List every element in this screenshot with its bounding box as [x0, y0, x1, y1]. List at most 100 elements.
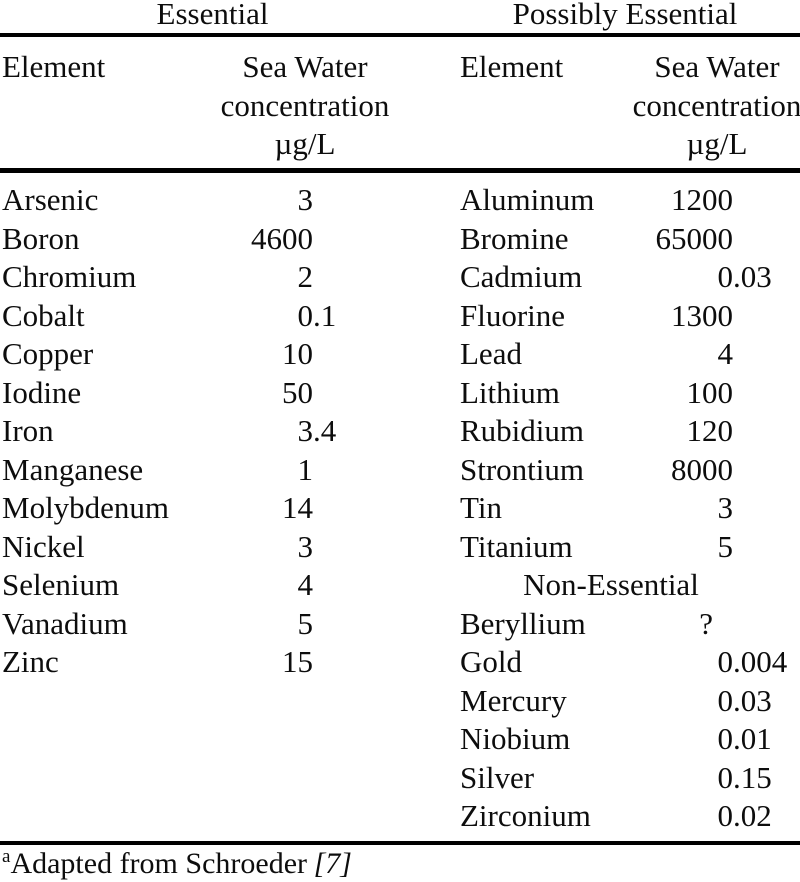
- element-name: Gold: [460, 644, 522, 679]
- concentration-value: 3: [297, 528, 314, 564]
- element-name: Titanium: [460, 528, 573, 564]
- concentration-value: 3: [717, 490, 734, 525]
- concentration-value: 0: [717, 682, 734, 718]
- table-row: Zinc 15: [0, 643, 400, 682]
- element-name: Cadmium: [460, 259, 583, 294]
- concentration-fraction: .01: [733, 721, 772, 756]
- concentration-value: 100: [686, 374, 734, 410]
- concentration-fraction: .02: [733, 798, 772, 833]
- table-row: Nickel 3: [0, 528, 400, 567]
- table-row: Beryllium?: [400, 605, 800, 644]
- element-name: Rubidium: [460, 413, 585, 448]
- element-name: Zinc: [2, 644, 59, 679]
- footnote-marker: a: [2, 846, 11, 867]
- concentration-value: 0: [717, 759, 734, 795]
- table-row: Copper 10: [0, 335, 400, 374]
- concentration-value: 5: [297, 605, 314, 641]
- group-title-possibly-essential: Possibly Essential: [512, 0, 738, 31]
- subsection-heading: Non-Essential: [400, 566, 800, 605]
- table-row: Strontium 8000: [400, 451, 800, 490]
- concentration-value: 1300: [671, 297, 733, 333]
- concentration-header-line: concentration: [220, 87, 390, 123]
- table-row: Rubidium 120: [400, 412, 800, 451]
- element-name: Zirconium: [460, 798, 591, 833]
- column-header-concentration-right: Sea Water concentration µg/L: [567, 48, 800, 164]
- concentration-fraction: .4: [313, 413, 337, 448]
- concentration-value: 0: [717, 721, 734, 756]
- table-row: Titanium 5: [400, 528, 800, 567]
- table-row: Iodine 50: [0, 374, 400, 413]
- concentration-value: 0: [717, 798, 734, 833]
- footnote: aAdapted from Schroeder [7]: [0, 845, 800, 881]
- concentration-value: 3: [297, 413, 314, 448]
- concentration-value: 120: [686, 413, 734, 448]
- concentration-fraction: .03: [733, 682, 772, 718]
- concentration-value: 4: [297, 567, 314, 602]
- table-row: Fluorine 1300: [400, 297, 800, 336]
- element-name: Manganese: [2, 451, 144, 487]
- element-name: Niobium: [460, 721, 571, 756]
- table-row: Tin 3: [400, 489, 800, 528]
- table-row: Lithium 100: [400, 374, 800, 413]
- concentration-value: 10: [282, 336, 313, 371]
- concentration-header-line: Sea Water: [242, 49, 368, 84]
- element-name: Boron: [2, 220, 80, 256]
- table-row: Arsenic 3: [0, 181, 400, 220]
- possibly-essential-column: Aluminum 1200 Bromine 65000 Cadmium 0.03 Fluor…: [400, 181, 800, 841]
- concentration-header-units: µg/L: [274, 126, 336, 161]
- element-name: Lithium: [460, 374, 560, 410]
- element-name: Beryllium: [460, 605, 586, 641]
- table-row: Aluminum 1200: [400, 181, 800, 220]
- concentration-value: 14: [282, 490, 313, 525]
- element-name: Silver: [460, 759, 535, 795]
- element-name: Chromium: [2, 259, 137, 294]
- table-row: Iron 3.4: [0, 412, 400, 451]
- element-name: Molybdenum: [2, 490, 170, 525]
- element-name: Iron: [2, 413, 54, 448]
- element-name: Selenium: [2, 567, 120, 602]
- concentration-value: 15: [282, 644, 313, 679]
- table-row: Lead 4: [400, 335, 800, 374]
- concentration-value: 4: [717, 336, 734, 371]
- concentration-fraction: .15: [733, 759, 772, 795]
- concentration-value: 8000: [671, 451, 733, 487]
- table-row: Selenium 4: [0, 566, 400, 605]
- column-header-concentration-left: Sea Water concentration µg/L: [155, 48, 455, 164]
- concentration-fraction: .03: [733, 259, 772, 294]
- table-row: Boron 4600: [0, 220, 400, 259]
- table-row: Zirconium 0.02: [400, 797, 800, 836]
- element-name: Aluminum: [460, 182, 595, 217]
- element-name: Tin: [460, 490, 502, 525]
- table-row: Chromium 2: [0, 258, 400, 297]
- table-row: Mercury 0.03: [400, 682, 800, 721]
- concentration-value: 50: [282, 374, 313, 410]
- concentration-value: 2: [297, 259, 314, 294]
- rule-top: [0, 33, 800, 37]
- table-row: Vanadium 5: [0, 605, 400, 644]
- table-row: Bromine 65000: [400, 220, 800, 259]
- concentration-value: 1200: [671, 182, 733, 217]
- element-name: Lead: [460, 336, 522, 371]
- element-name: Strontium: [460, 451, 585, 487]
- group-title-row: Essential Possibly Essential: [0, 0, 800, 33]
- element-name: Iodine: [2, 374, 82, 410]
- essential-column: Arsenic 3 Boron 4600 Chromium 2 Cobalt 0.1 Coppe…: [0, 181, 400, 841]
- table-row: Molybdenum 14: [0, 489, 400, 528]
- column-header-element-right: Element: [460, 49, 564, 84]
- element-name: Copper: [2, 336, 94, 371]
- table-body: Arsenic 3 Boron 4600 Chromium 2 Cobalt 0.1 Coppe…: [0, 173, 800, 841]
- concentration-value: 5: [717, 528, 734, 564]
- table-row: Cadmium 0.03: [400, 258, 800, 297]
- footnote-citation: [7]: [313, 847, 352, 880]
- table-row: Manganese 1: [0, 451, 400, 490]
- concentration-value: 1: [297, 451, 314, 487]
- concentration-value: 0: [717, 644, 734, 679]
- element-name: Arsenic: [2, 182, 99, 217]
- concentration-value: 3: [297, 182, 314, 217]
- table-row: Niobium 0.01: [400, 720, 800, 759]
- concentration-value: ?: [699, 605, 713, 641]
- concentration-header-units: µg/L: [686, 126, 748, 161]
- rule-bottom: [0, 841, 800, 845]
- concentration-value: 65000: [655, 220, 734, 256]
- element-name: Bromine: [460, 220, 569, 256]
